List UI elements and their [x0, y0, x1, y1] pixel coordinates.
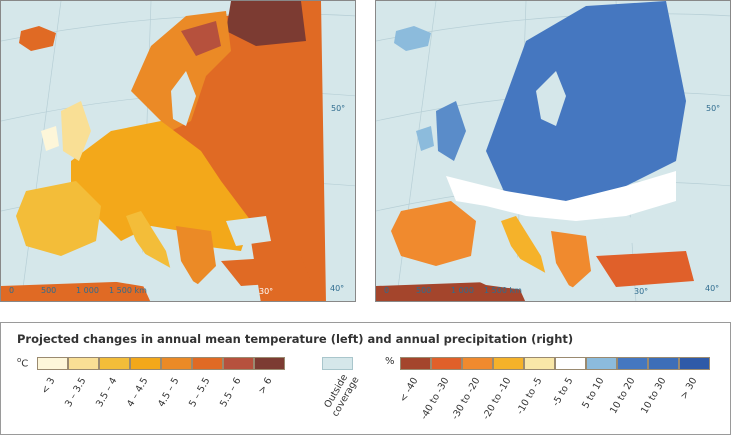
precipitation-map-canvas: 0 500 1 000 1 500 km 30° 40° 50° — [376, 1, 730, 301]
graticule-label-50: 50° — [706, 104, 720, 113]
temperature-swatch — [161, 357, 192, 370]
precipitation-class-label: 10 to 20 — [608, 375, 638, 416]
scale-label-500: 500 — [41, 286, 56, 295]
scale-label-1500: 1 500 km — [484, 286, 522, 295]
scale-label-0: 0 — [9, 286, 14, 295]
precipitation-class-label: > 30 — [678, 375, 700, 402]
outside-coverage-label: Outside coverage — [322, 372, 362, 419]
precipitation-class-label: 5 to 10 — [580, 375, 607, 411]
precipitation-unit: % — [385, 356, 395, 367]
graticule-label-30: 30° — [259, 287, 273, 296]
temperature-swatch — [130, 357, 161, 370]
temperature-swatch — [99, 357, 130, 370]
precipitation-class-label: -5 to 5 — [550, 375, 576, 409]
temperature-map: 0 500 1 000 1 500 km 30° 40° 50° — [0, 0, 356, 302]
legend-title: Projected changes in annual mean tempera… — [17, 332, 574, 346]
temperature-swatches — [37, 357, 285, 370]
temperature-swatch — [37, 357, 68, 370]
precipitation-swatch — [400, 357, 431, 370]
precipitation-class-label: -30 to -20 — [449, 375, 483, 422]
precipitation-class-label: 10 to 30 — [639, 375, 669, 416]
temperature-swatch — [192, 357, 223, 370]
temperature-class-label: > 6 — [256, 375, 275, 397]
legend: Projected changes in annual mean tempera… — [0, 322, 731, 435]
temperature-class-label: 5 – 5.5 — [187, 375, 213, 409]
temperature-map-canvas: 0 500 1 000 1 500 km 30° 40° 50° — [1, 1, 355, 301]
scale-label-1500: 1 500 km — [109, 286, 147, 295]
graticule-label-40: 40° — [705, 284, 719, 293]
precipitation-swatch — [462, 357, 493, 370]
temperature-class-label: < 3 — [39, 375, 58, 397]
precipitation-swatch — [648, 357, 679, 370]
temperature-unit: oC — [17, 356, 29, 370]
precipitation-class-label: -10 to -5 — [514, 375, 545, 417]
precipitation-swatch — [679, 357, 710, 370]
scale-label-1000: 1 000 — [451, 286, 474, 295]
precipitation-swatch — [431, 357, 462, 370]
precipitation-swatches — [400, 357, 710, 370]
scale-label-0: 0 — [384, 286, 389, 295]
graticule-label-30: 30° — [634, 287, 648, 296]
temperature-class-label: 4.5 – 5 — [156, 375, 182, 409]
precipitation-swatch — [493, 357, 524, 370]
temperature-swatch — [68, 357, 99, 370]
temperature-swatch — [254, 357, 285, 370]
temperature-class-label: 5.5 – 6 — [218, 375, 244, 409]
graticule-label-40: 40° — [330, 284, 344, 293]
temperature-class-label: 3 – 3.5 — [63, 375, 89, 409]
temperature-class-label: 3.5 – 4 — [94, 375, 120, 409]
precipitation-swatch — [617, 357, 648, 370]
precipitation-class-label: -40 to -30 — [418, 375, 452, 422]
precipitation-swatch — [586, 357, 617, 370]
scale-label-500: 500 — [416, 286, 431, 295]
graticule-label-50: 50° — [331, 104, 345, 113]
precipitation-map: 0 500 1 000 1 500 km 30° 40° 50° — [375, 0, 731, 302]
outside-coverage-swatch — [322, 357, 353, 370]
precipitation-class-label: < -40 — [397, 375, 421, 405]
precipitation-class-label: -20 to -10 — [480, 375, 514, 422]
temperature-class-label: 4 – 4.5 — [125, 375, 151, 409]
precipitation-swatch — [555, 357, 586, 370]
temperature-swatch — [223, 357, 254, 370]
precipitation-swatch — [524, 357, 555, 370]
scale-label-1000: 1 000 — [76, 286, 99, 295]
